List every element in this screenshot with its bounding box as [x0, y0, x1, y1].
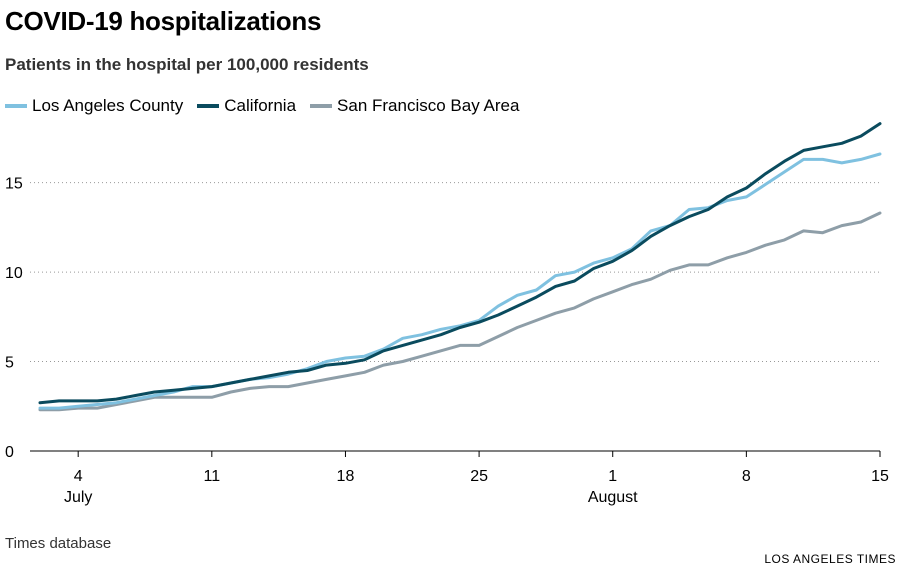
y-tick-label: 5 — [5, 355, 14, 372]
legend-label-sf-bay-area: San Francisco Bay Area — [337, 96, 520, 115]
x-tick-label: 8 — [742, 468, 751, 485]
chart-title: COVID-19 hospitalizations — [5, 6, 322, 36]
series-line-los-angeles-county — [38, 152, 882, 410]
legend-label-california: California — [224, 96, 297, 115]
chart-subtitle: Patients in the hospital per 100,000 res… — [5, 55, 369, 74]
series-lines — [38, 122, 882, 412]
credit-line: LOS ANGELES TIMES — [764, 552, 896, 566]
y-tick-label: 0 — [5, 444, 14, 461]
x-tick-label: 1 — [608, 468, 617, 485]
legend-swatch-los-angeles-county — [5, 104, 27, 108]
legend-label-los-angeles-county: Los Angeles County — [32, 96, 184, 115]
x-month-label: July — [64, 489, 92, 506]
y-tick-label: 15 — [5, 176, 23, 193]
x-tick-label: 11 — [204, 468, 221, 485]
x-tick-label: 4 — [74, 468, 83, 485]
legend-swatch-sf-bay-area — [310, 104, 333, 108]
x-tick-label: 15 — [871, 468, 889, 485]
series-line-san-francisco-bay-area — [38, 211, 882, 412]
y-tick-label: 10 — [5, 265, 23, 282]
legend-item-sf-bay-area: San Francisco Bay Area — [310, 96, 519, 116]
series-line-california — [38, 122, 882, 405]
gridlines — [30, 182, 880, 363]
legend-item-california: California — [197, 96, 296, 116]
source-note: Times database — [5, 535, 112, 552]
legend: Los Angeles County California San Franci… — [5, 96, 533, 116]
x-tick-label: 18 — [337, 468, 355, 485]
axes — [30, 450, 881, 457]
legend-swatch-california — [197, 104, 220, 108]
x-month-label: August — [588, 489, 638, 506]
legend-item-los-angeles-county: Los Angeles County — [5, 96, 183, 116]
tick-labels: 0 5 10 15 4 July 11 18 25 1 August 8 15 — [5, 176, 889, 506]
x-tick-label: 25 — [470, 468, 488, 485]
